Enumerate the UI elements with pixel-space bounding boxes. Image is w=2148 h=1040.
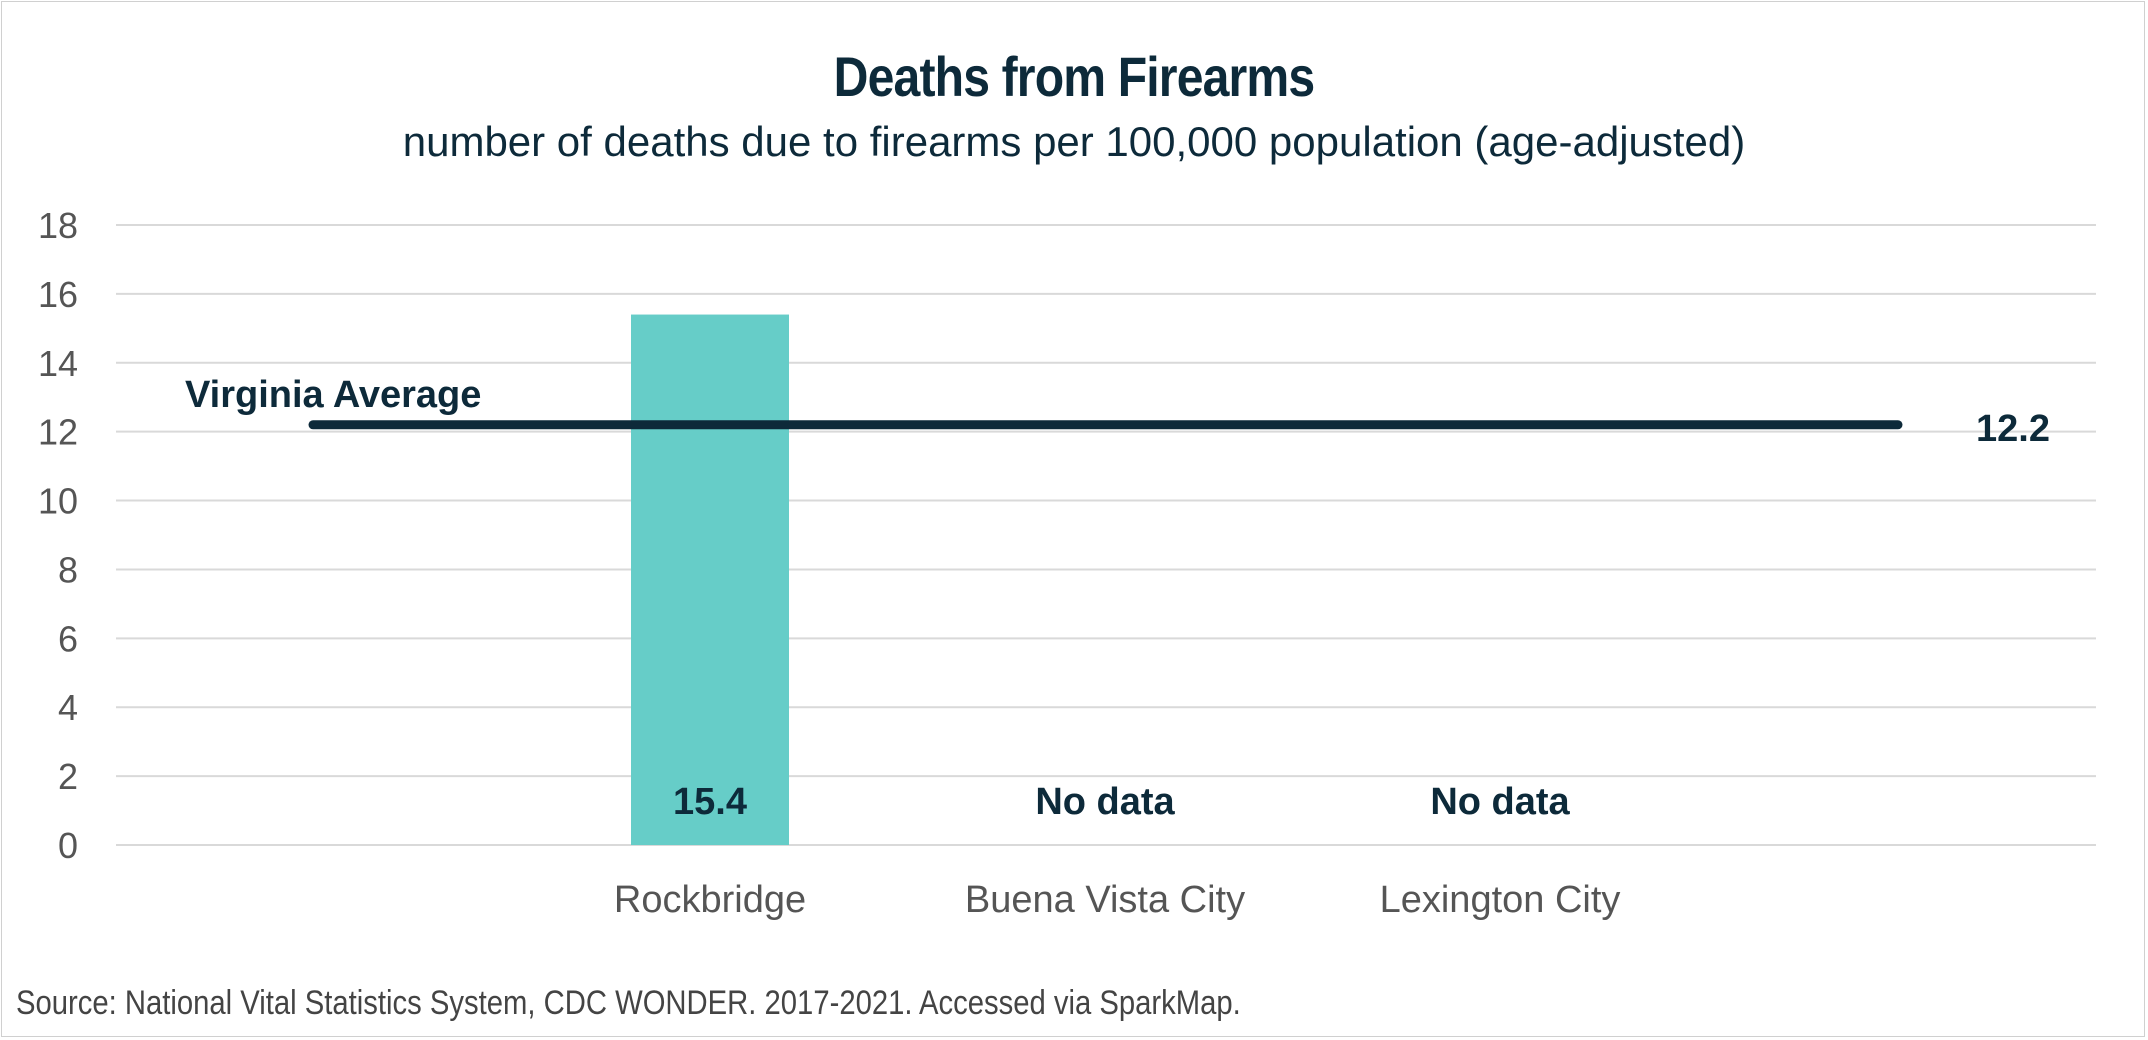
x-tick-label: Buena Vista City	[965, 879, 1245, 921]
y-tick-label: 6	[58, 618, 78, 659]
y-tick-label: 0	[58, 825, 78, 866]
bar-rockbridge	[631, 314, 789, 845]
y-tick-label: 4	[58, 687, 78, 728]
y-tick-label: 2	[58, 756, 78, 797]
source-note: Source: National Vital Statistics System…	[16, 984, 1241, 1022]
y-tick-label: 12	[38, 412, 78, 453]
y-tick-label: 16	[38, 274, 78, 315]
chart-title: Deaths from Firearms	[833, 45, 1315, 108]
average-label: Virginia Average	[185, 374, 481, 416]
y-tick-label: 10	[38, 481, 78, 522]
data-label: No data	[1035, 781, 1175, 823]
average-value-label: 12.2	[1976, 408, 2050, 450]
x-tick-label: Lexington City	[1380, 879, 1621, 921]
data-label: 15.4	[673, 781, 747, 823]
chart-subtitle: number of deaths due to firearms per 100…	[402, 118, 1746, 165]
x-tick-label: Rockbridge	[614, 879, 806, 921]
y-tick-label: 8	[58, 549, 78, 590]
y-tick-label: 14	[38, 343, 78, 384]
data-label: No data	[1430, 781, 1570, 823]
y-tick-label: 18	[38, 205, 78, 246]
